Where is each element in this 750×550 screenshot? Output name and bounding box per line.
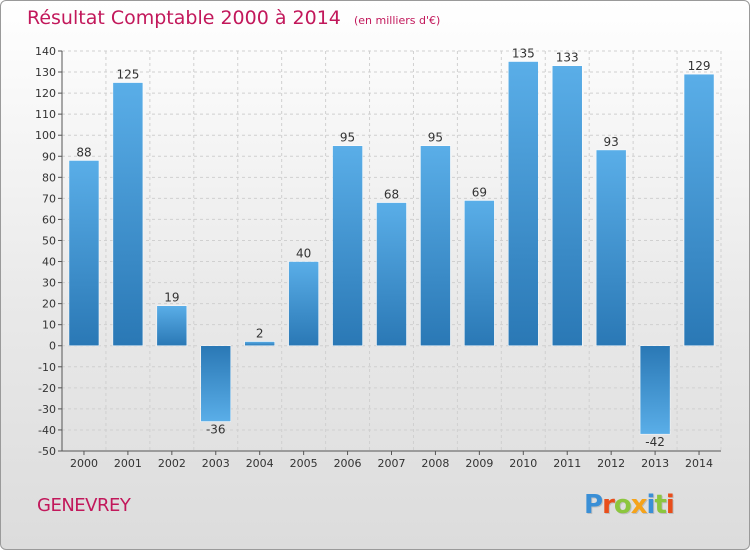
bar — [551, 65, 583, 346]
bar — [595, 149, 627, 346]
x-tick-label: 2000 — [70, 457, 98, 470]
y-tick-label: 20 — [42, 298, 56, 311]
bar — [68, 160, 100, 346]
bar — [420, 145, 451, 346]
x-tick-label: 2014 — [685, 457, 713, 470]
y-tick-label: 100 — [35, 129, 56, 142]
x-tick-label: 2008 — [421, 457, 449, 470]
bar — [376, 202, 407, 346]
x-tick-label: 2009 — [465, 457, 493, 470]
bar — [244, 341, 275, 346]
data-label: 133 — [556, 51, 579, 65]
data-label: 69 — [472, 185, 487, 199]
bar — [288, 261, 319, 346]
x-tick-label: 2002 — [158, 457, 186, 470]
y-tick-label: 90 — [42, 150, 56, 163]
x-tick-label: 2010 — [509, 457, 537, 470]
logo-letter: x — [630, 490, 648, 520]
y-tick-label: -40 — [38, 424, 56, 437]
bar — [200, 345, 232, 422]
chart-title: Résultat Comptable 2000 à 2014 — [27, 7, 341, 29]
bar — [464, 200, 495, 346]
data-label: 88 — [76, 145, 91, 159]
y-tick-label: 40 — [42, 256, 56, 269]
axes — [58, 50, 721, 455]
y-tick-labels: 1401301201101009080706050403020100-10-20… — [35, 45, 56, 458]
bar — [332, 145, 363, 346]
data-label: -36 — [206, 423, 226, 437]
x-tick-label: 2001 — [114, 457, 142, 470]
x-tick-label: 2012 — [597, 457, 625, 470]
data-label: 135 — [512, 47, 535, 61]
logo-letter: i — [665, 490, 675, 520]
bars — [68, 61, 715, 435]
data-label: 95 — [340, 131, 355, 145]
data-label: 95 — [428, 131, 443, 145]
bar — [683, 73, 715, 346]
x-tick-label: 2003 — [202, 457, 230, 470]
data-label: 68 — [384, 188, 399, 202]
data-label: 125 — [116, 68, 139, 82]
location-name: GENEVREY — [37, 495, 131, 516]
data-label: 129 — [688, 59, 711, 73]
y-tick-label: -30 — [38, 403, 56, 416]
x-tick-label: 2006 — [334, 457, 362, 470]
x-tick-labels: 2000 2001 2002 2003 2004 2005 2006 2007 2008 2009… — [70, 457, 713, 470]
data-labels: 88 125 19 -36 2 40 95 68 95 69 135 133 93 -42 129 — [76, 47, 710, 450]
bar — [508, 61, 539, 346]
logo-letter: t — [654, 490, 666, 520]
x-tick-label: 2013 — [641, 457, 669, 470]
y-tick-label: 0 — [49, 340, 56, 353]
data-label: 19 — [164, 291, 179, 305]
y-tick-label: 120 — [35, 87, 56, 100]
y-tick-label: -10 — [38, 361, 56, 374]
bar — [156, 305, 188, 346]
y-tick-label: 60 — [42, 213, 56, 226]
logo-letter: o — [613, 490, 632, 520]
y-tick-label: 50 — [42, 234, 56, 247]
x-tick-label: 2011 — [553, 457, 581, 470]
chart-subtitle: (en milliers d'€) — [353, 14, 441, 27]
y-tick-label: 130 — [35, 66, 56, 79]
y-tick-label: 10 — [42, 319, 56, 332]
title-row: Résultat Comptable 2000 à 2014 (en milli… — [27, 7, 440, 29]
bar — [639, 345, 671, 435]
logo-letter: i — [646, 490, 656, 520]
logo-letter: P — [584, 490, 603, 520]
y-tick-label: 110 — [35, 108, 56, 121]
y-tick-label: 70 — [42, 192, 56, 205]
data-label: 40 — [296, 247, 311, 261]
proxiti-logo[interactable]: Proxiti — [584, 490, 675, 520]
x-tick-label: 2007 — [378, 457, 406, 470]
data-label: -42 — [645, 435, 665, 449]
data-label: 93 — [604, 135, 619, 149]
y-tick-label: 30 — [42, 277, 56, 290]
y-tick-label: -50 — [38, 445, 56, 458]
y-tick-label: 140 — [35, 45, 56, 58]
data-label: 2 — [256, 327, 264, 341]
bar — [112, 82, 144, 346]
x-tick-label: 2005 — [290, 457, 318, 470]
logo-letter: r — [602, 490, 615, 520]
y-tick-label: -20 — [38, 382, 56, 395]
y-tick-label: 80 — [42, 171, 56, 184]
x-tick-label: 2004 — [246, 457, 274, 470]
